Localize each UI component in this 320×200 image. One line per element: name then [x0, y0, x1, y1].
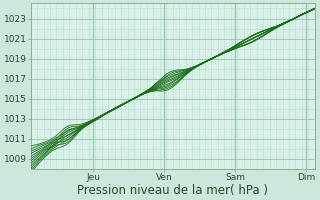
X-axis label: Pression niveau de la mer( hPa ): Pression niveau de la mer( hPa ) [77, 184, 268, 197]
